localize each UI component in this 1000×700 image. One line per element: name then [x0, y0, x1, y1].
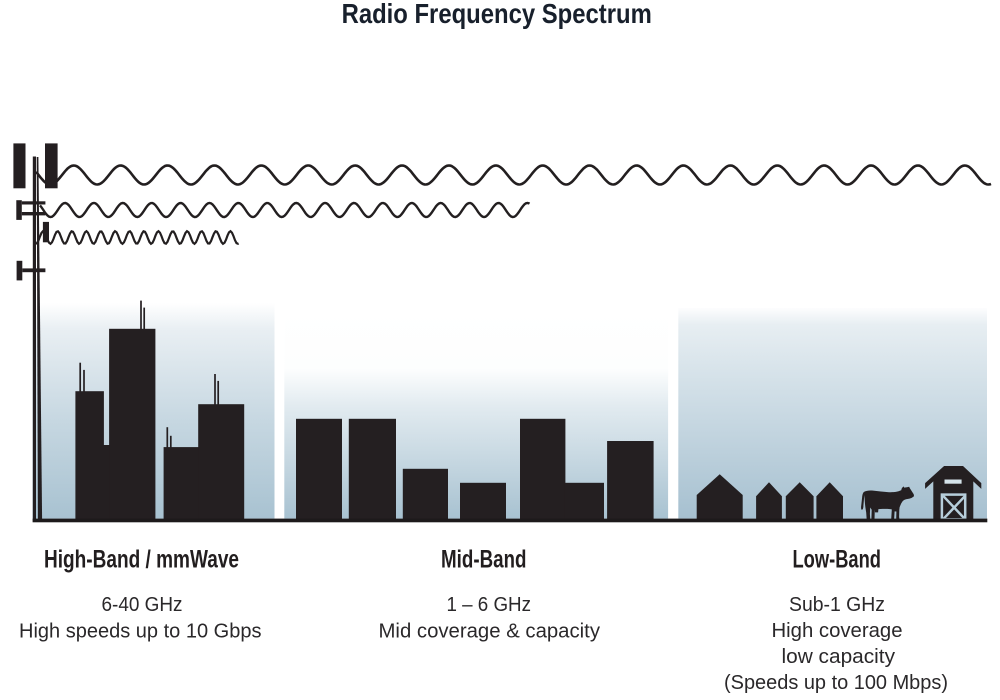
svg-text:low capacity: low capacity	[782, 646, 896, 668]
svg-text:Sub-1 GHz: Sub-1 GHz	[789, 594, 885, 616]
svg-text:Low-Band: Low-Band	[793, 546, 882, 574]
svg-text:6-40 GHz: 6-40 GHz	[102, 594, 183, 616]
svg-text:(Speeds up to 100 Mbps): (Speeds up to 100 Mbps)	[724, 672, 948, 694]
svg-text:Radio Frequency Spectrum: Radio Frequency Spectrum	[342, 0, 652, 29]
svg-text:High coverage: High coverage	[772, 620, 903, 642]
svg-text:Mid-Band: Mid-Band	[441, 546, 527, 574]
svg-text:High-Band / mmWave: High-Band / mmWave	[44, 546, 239, 574]
svg-text:High speeds up to 10 Gbps: High speeds up to 10 Gbps	[19, 621, 262, 643]
svg-text:Mid coverage & capacity: Mid coverage & capacity	[379, 621, 601, 643]
svg-text:1 – 6 GHz: 1 – 6 GHz	[447, 594, 532, 616]
